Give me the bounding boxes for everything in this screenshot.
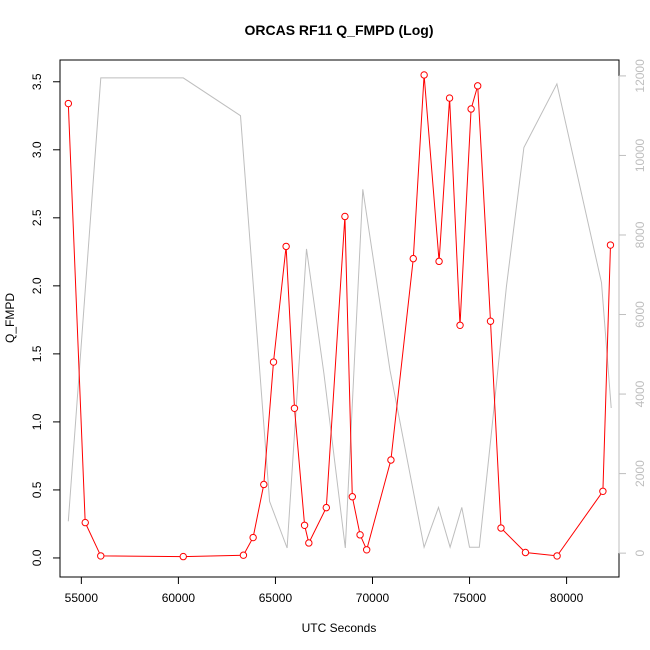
chart-title: ORCAS RF11 Q_FMPD (Log) — [244, 22, 433, 38]
data-point — [260, 480, 268, 489]
x-tick-label: 65000 — [259, 591, 293, 605]
data-point — [356, 531, 364, 539]
y2-tick-label: 6000 — [633, 301, 647, 328]
y2-tick-label: 0 — [633, 549, 647, 556]
data-point — [322, 503, 331, 512]
data-point — [341, 212, 349, 221]
y-tick-label: 1.5 — [30, 345, 44, 362]
data-point — [420, 71, 428, 79]
data-point — [239, 551, 248, 559]
data-point — [305, 539, 313, 547]
data-point — [467, 105, 475, 113]
x-tick-label: 80000 — [550, 591, 584, 605]
data-point — [553, 552, 561, 560]
y2-tick-label: 4000 — [633, 380, 647, 407]
y-tick-label: 2.5 — [30, 209, 44, 226]
data-point — [456, 321, 464, 330]
series-left-line — [64, 71, 615, 561]
data-point — [486, 317, 495, 325]
data-point — [435, 257, 443, 266]
x-tick-label: 75000 — [453, 591, 487, 605]
y-tick-label: 3.5 — [30, 73, 44, 90]
y-axis-left: 0.0 0.5 1.0 1.5 2.0 2.5 3.0 3.5 — [30, 73, 61, 566]
data-point — [64, 99, 73, 108]
data-point — [599, 487, 607, 495]
data-point — [409, 254, 417, 263]
data-point — [269, 358, 278, 366]
y-tick-label: 1.0 — [30, 413, 44, 430]
y-tick-label: 0.0 — [30, 549, 44, 566]
y-tick-label: 3.0 — [30, 141, 44, 158]
x-tick-label: 60000 — [162, 591, 196, 605]
data-point — [473, 82, 482, 90]
x-axis: 55000 60000 65000 70000 75000 80000 — [65, 576, 584, 605]
y2-tick-label: 10000 — [633, 138, 647, 172]
data-point — [362, 546, 371, 554]
y-tick-label: 2.0 — [30, 277, 44, 294]
data-point — [179, 552, 187, 561]
y2-tick-label: 12000 — [633, 59, 647, 93]
data-point — [81, 518, 89, 527]
y-axis-right: 0 2000 4000 6000 8000 10000 12000 — [618, 59, 647, 556]
data-point — [606, 241, 615, 249]
y2-tick-label: 2000 — [633, 460, 647, 487]
y2-tick-label: 8000 — [633, 221, 647, 248]
y-axis-label: Q_FMPD — [3, 293, 17, 343]
series-right-path — [67, 77, 612, 550]
x-axis-label: UTC Seconds — [302, 621, 377, 635]
y-tick-label: 0.5 — [30, 481, 44, 498]
data-point — [282, 242, 290, 251]
data-point — [348, 493, 357, 501]
data-point — [249, 533, 257, 542]
data-point — [521, 548, 530, 557]
data-point — [97, 552, 105, 560]
data-point — [300, 521, 309, 529]
series-right-line — [67, 77, 612, 550]
data-point — [290, 404, 299, 412]
data-point — [445, 94, 454, 102]
x-tick-label: 55000 — [65, 591, 99, 605]
data-point — [387, 456, 395, 464]
series-left-path — [67, 74, 611, 558]
data-point — [497, 524, 505, 532]
x-tick-label: 70000 — [356, 591, 390, 605]
